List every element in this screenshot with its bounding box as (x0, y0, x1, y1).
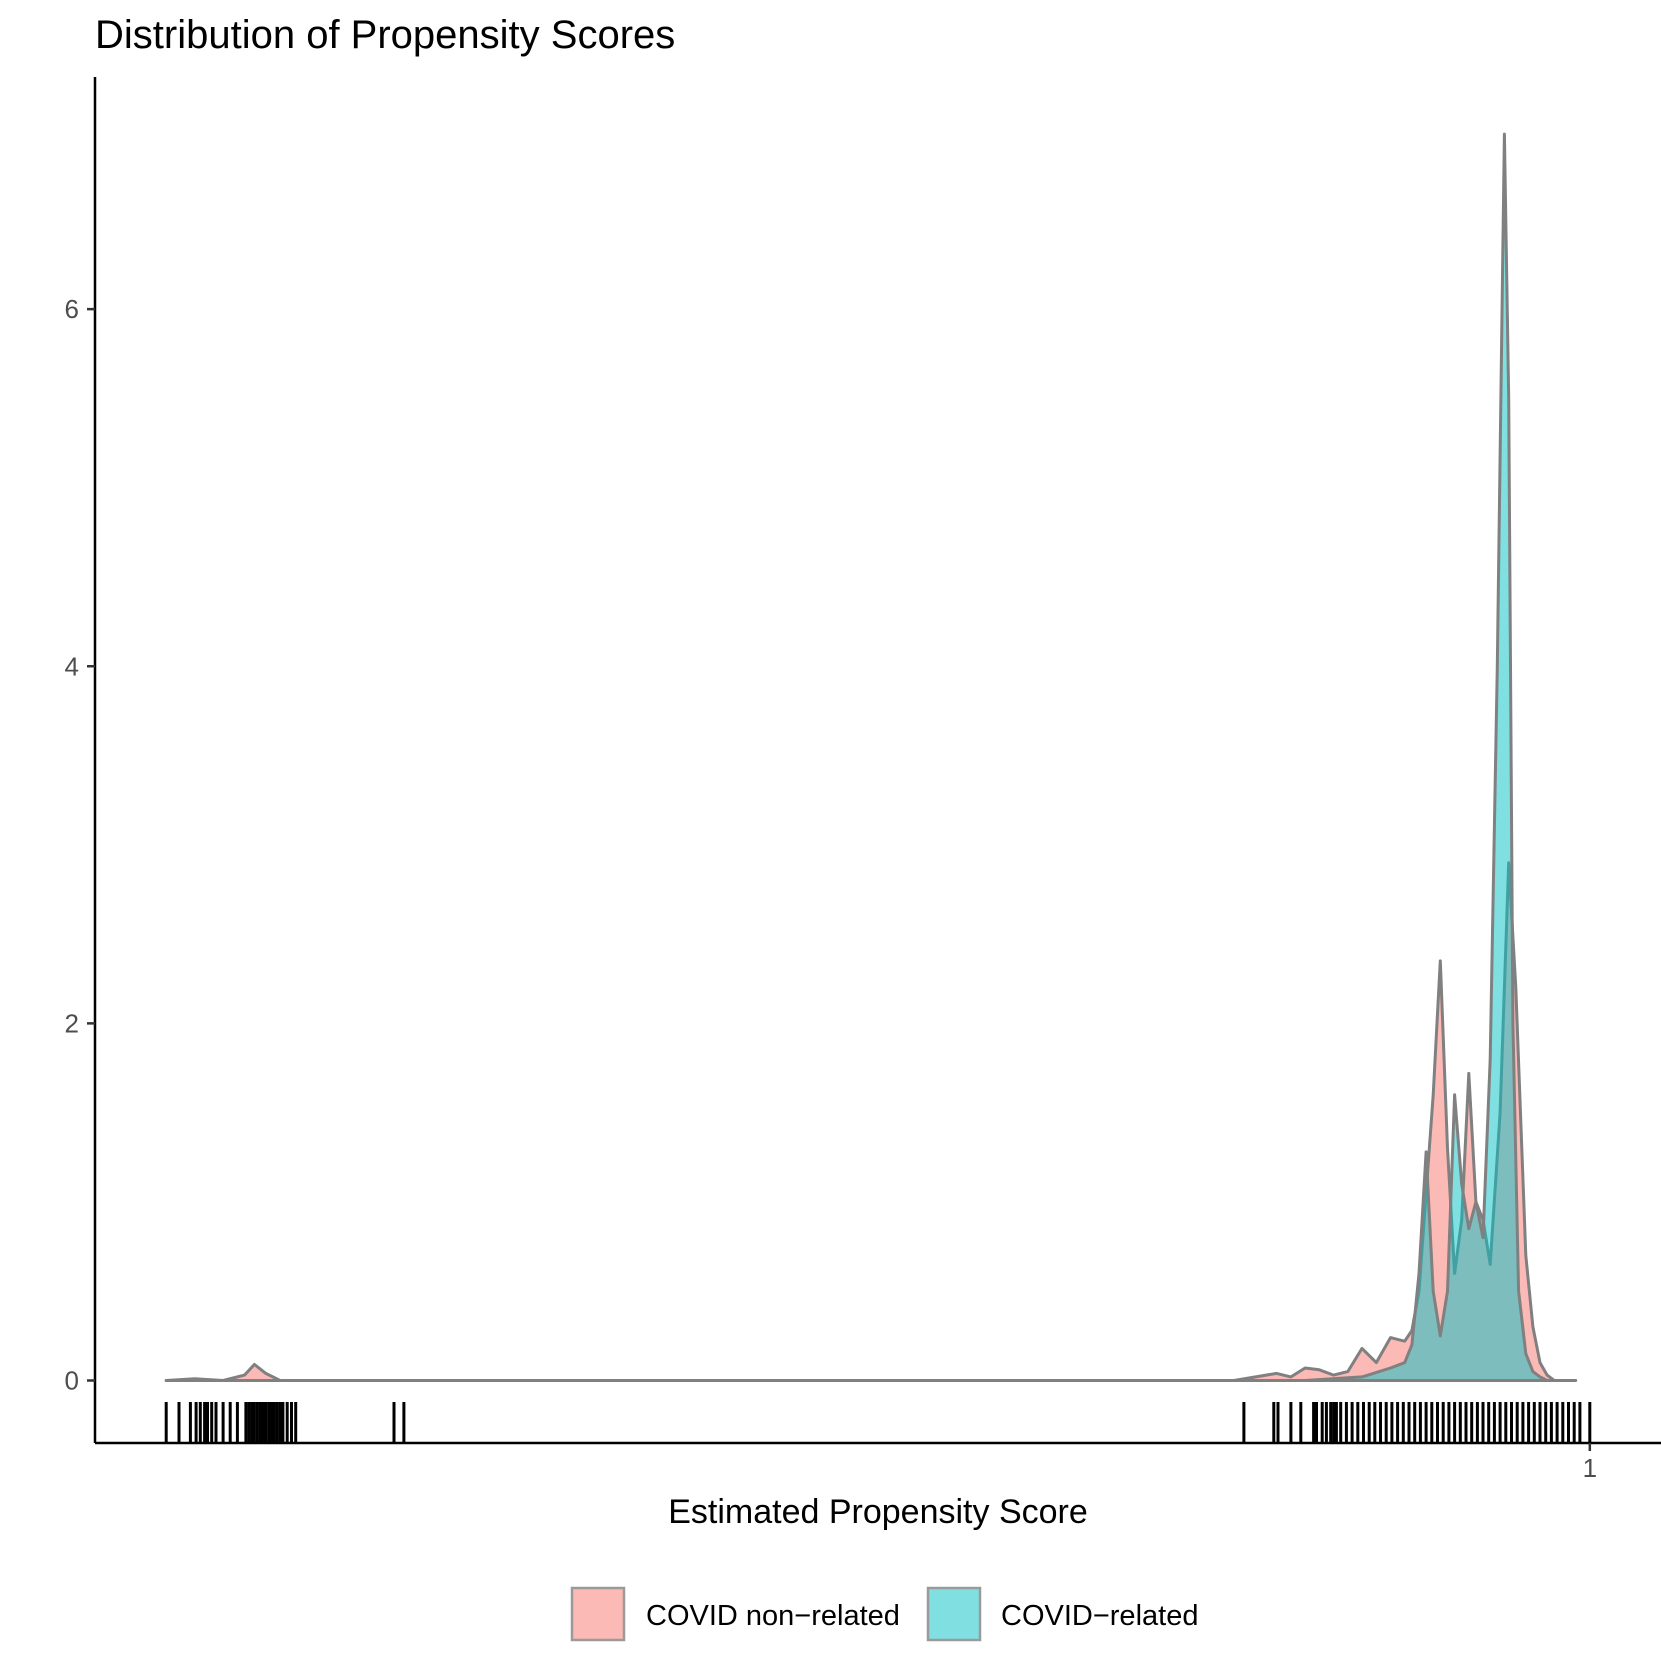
y-tick-label: 4 (65, 651, 79, 681)
density-area-series-0 (164, 861, 1578, 1382)
legend-label-non-related: COVID non−related (646, 1600, 900, 1632)
legend-swatch-related (926, 1586, 982, 1642)
legend-swatch-non-related (570, 1586, 626, 1642)
rug-marks (164, 1402, 1592, 1443)
legend-label-related: COVID−related (1001, 1600, 1198, 1632)
chart-title: Distribution of Propensity Scores (95, 13, 675, 57)
density-area-series-1 (164, 132, 1578, 1382)
y-tick-label: 0 (65, 1366, 79, 1396)
density-plot-area (164, 132, 1578, 1382)
x-axis-ticks: 1 (1583, 1443, 1597, 1483)
y-tick-label: 6 (65, 294, 79, 324)
y-tick-label: 2 (65, 1008, 79, 1038)
legend: COVID non−related COVID−related (570, 1586, 1198, 1642)
x-tick-label: 1 (1583, 1453, 1597, 1483)
y-axis-ticks: 0 2 4 6 (65, 294, 95, 1396)
x-axis-title: Estimated Propensity Score (668, 1493, 1088, 1531)
